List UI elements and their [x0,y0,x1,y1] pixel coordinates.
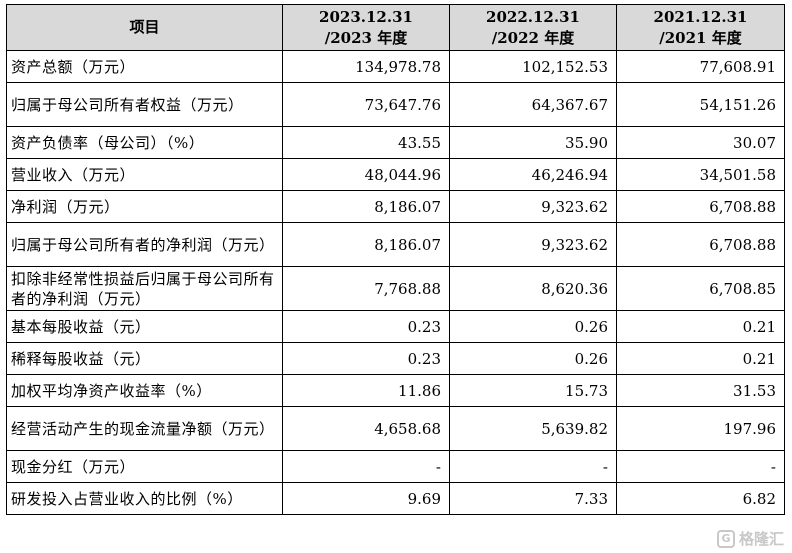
cell-2023: 11.86 [282,374,450,407]
cell-2021: 6,708.88 [616,222,785,267]
header-2021-date: 2021.12.31 [653,7,748,26]
table-row: 基本每股收益（元） 0.23 0.26 0.21 [6,310,785,343]
table-row: 资产总额（万元） 134,978.78 102,152.53 77,608.91 [6,50,785,83]
table-row: 扣除非经常性损益后归属于母公司所有者的净利润（万元） 7,768.88 8,62… [6,266,785,311]
cell-2021: 0.21 [616,342,785,375]
cell-2021: - [616,450,785,483]
watermark: G 格隆汇 [716,528,784,549]
cell-2021: 6,708.88 [616,190,785,223]
cell-2022: 0.26 [449,310,617,343]
gelonghui-logo-icon: G [716,529,735,548]
cell-2022: 15.73 [449,374,617,407]
header-2023-year: /2023 年度 [324,28,408,47]
header-2023: 2023.12.31 /2023 年度 [282,4,450,51]
header-item: 项目 [6,4,283,51]
row-label: 归属于母公司所有者的净利润（万元） [6,222,283,267]
row-label: 基本每股收益（元） [6,310,283,343]
table-row: 稀释每股收益（元） 0.23 0.26 0.21 [6,342,785,375]
table-row: 归属于母公司所有者权益（万元） 73,647.76 64,367.67 54,1… [6,82,785,127]
cell-2022: 0.26 [449,342,617,375]
row-label: 扣除非经常性损益后归属于母公司所有者的净利润（万元） [6,266,283,311]
cell-2022: 102,152.53 [449,50,617,83]
cell-2021: 54,151.26 [616,82,785,127]
cell-2021: 0.21 [616,310,785,343]
table-row: 现金分红（万元） - - - [6,450,785,483]
table-row: 研发投入占营业收入的比例（%） 9.69 7.33 6.82 [6,482,785,515]
table-row: 净利润（万元） 8,186.07 9,323.62 6,708.88 [6,190,785,223]
row-label: 资产负债率（母公司）（%） [6,126,283,159]
cell-2021: 77,608.91 [616,50,785,83]
cell-2023: 8,186.07 [282,222,450,267]
cell-2021: 6.82 [616,482,785,515]
cell-2022: 8,620.36 [449,266,617,311]
cell-2023: 9.69 [282,482,450,515]
header-2021: 2021.12.31 /2021 年度 [616,4,785,51]
cell-2022: 5,639.82 [449,406,617,451]
cell-2023: 8,186.07 [282,190,450,223]
cell-2022: 9,323.62 [449,222,617,267]
cell-2022: 35.90 [449,126,617,159]
financial-data-table: 项目 2023.12.31 /2023 年度 2022.12.31 /2022 … [6,4,785,515]
header-2021-year: /2021 年度 [659,28,742,47]
table-body: 资产总额（万元） 134,978.78 102,152.53 77,608.91… [6,50,785,515]
table-row: 资产负债率（母公司）（%） 43.55 35.90 30.07 [6,126,785,159]
header-2023-date: 2023.12.31 [319,7,413,26]
table-row: 营业收入（万元） 48,044.96 46,246.94 34,501.58 [6,158,785,191]
row-label: 经营活动产生的现金流量净额（万元） [6,406,283,451]
cell-2023: 73,647.76 [282,82,450,127]
row-label: 加权平均净资产收益率（%） [6,374,283,407]
cell-2021: 34,501.58 [616,158,785,191]
cell-2023: 0.23 [282,342,450,375]
cell-2021: 197.96 [616,406,785,451]
cell-2022: 64,367.67 [449,82,617,127]
cell-2023: 43.55 [282,126,450,159]
row-label: 研发投入占营业收入的比例（%） [6,482,283,515]
table-header: 项目 2023.12.31 /2023 年度 2022.12.31 /2022 … [6,4,785,51]
table-row: 归属于母公司所有者的净利润（万元） 8,186.07 9,323.62 6,70… [6,222,785,267]
header-2022-date: 2022.12.31 [486,7,580,26]
row-label: 营业收入（万元） [6,158,283,191]
row-label: 现金分红（万元） [6,450,283,483]
row-label: 归属于母公司所有者权益（万元） [6,82,283,127]
header-2022: 2022.12.31 /2022 年度 [449,4,617,51]
cell-2023: 4,658.68 [282,406,450,451]
watermark-text: 格隆汇 [738,530,784,548]
cell-2022: - [449,450,617,483]
header-row: 项目 2023.12.31 /2023 年度 2022.12.31 /2022 … [6,4,785,51]
row-label: 稀释每股收益（元） [6,342,283,375]
cell-2021: 31.53 [616,374,785,407]
cell-2023: 7,768.88 [282,266,450,311]
cell-2022: 9,323.62 [449,190,617,223]
cell-2023: 134,978.78 [282,50,450,83]
cell-2021: 30.07 [616,126,785,159]
header-item-label: 项目 [129,18,160,36]
row-label: 资产总额（万元） [6,50,283,83]
cell-2022: 46,246.94 [449,158,617,191]
header-2022-year: /2022 年度 [491,28,575,47]
cell-2023: - [282,450,450,483]
cell-2023: 48,044.96 [282,158,450,191]
row-label: 净利润（万元） [6,190,283,223]
cell-2023: 0.23 [282,310,450,343]
table-row: 经营活动产生的现金流量净额（万元） 4,658.68 5,639.82 197.… [6,406,785,451]
cell-2021: 6,708.85 [616,266,785,311]
cell-2022: 7.33 [449,482,617,515]
table-row: 加权平均净资产收益率（%） 11.86 15.73 31.53 [6,374,785,407]
